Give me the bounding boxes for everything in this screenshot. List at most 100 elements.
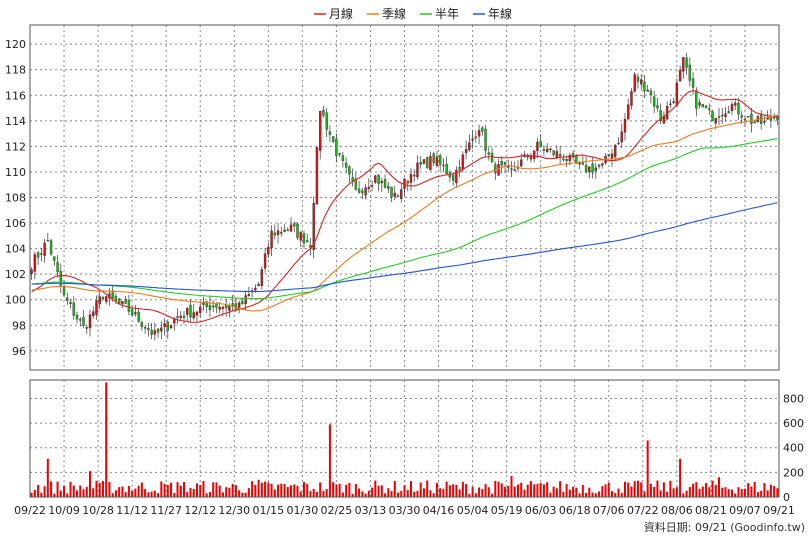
candle-body (205, 301, 208, 307)
candle-body (477, 130, 481, 137)
volume-bar (218, 485, 221, 497)
candle-body (202, 302, 205, 305)
volume-bar (290, 485, 293, 497)
candle-body (176, 316, 179, 318)
volume-bar (773, 486, 776, 497)
volume-bar (277, 484, 280, 497)
date-tick-label: 03/13 (355, 504, 387, 517)
candle-body (503, 162, 507, 165)
volume-bar (332, 482, 335, 497)
volume-bar (461, 481, 464, 497)
volume-bar (234, 485, 237, 497)
volume-bar (88, 471, 91, 497)
date-tick-label: 12/30 (218, 504, 250, 517)
volume-bar (319, 482, 322, 497)
volume-bar (747, 483, 750, 497)
data-date-caption: 資料日期: 09/21 (Goodinfo.tw) (644, 520, 805, 534)
candle-body (730, 104, 734, 112)
candle-body (542, 149, 546, 151)
volume-bar (212, 482, 215, 497)
volume-bar (585, 493, 588, 497)
date-tick-label: 09/21 (763, 504, 795, 517)
price-tick-label: 116 (5, 89, 26, 102)
volume-tick-label: 0 (783, 491, 790, 504)
date-axis-labels: 09/22 10/09 10/28 11/12 11/27 12/12 12/30 01/15… (14, 504, 795, 517)
candle-body (163, 323, 166, 328)
candle-body (413, 174, 416, 177)
candle-body (211, 305, 215, 308)
candle-body (549, 148, 552, 150)
candle-body (380, 180, 384, 184)
volume-tick-label: 400 (783, 442, 804, 455)
candle-body (228, 305, 231, 311)
volume-bar (552, 486, 555, 497)
candle-body (85, 327, 88, 329)
candle-body (43, 242, 46, 256)
volume-bar (685, 490, 688, 497)
price-tick-label: 100 (5, 294, 26, 307)
volume-bar (516, 484, 519, 497)
volume-bar (160, 481, 163, 497)
volume-bar (753, 481, 756, 497)
candle-body (322, 109, 325, 116)
candle-body (669, 103, 672, 105)
candle-body (558, 154, 562, 157)
volume-bar (533, 484, 536, 497)
volume-bar (221, 492, 224, 497)
price-axis-labels: 96 98 100 102 104 106 108 110 112 114 116 118 120 (5, 38, 26, 358)
date-tick-label: 07/06 (593, 504, 625, 517)
volume-bar (633, 481, 636, 497)
candle-body (451, 175, 455, 181)
volume-bar (85, 486, 88, 497)
volume-bar (426, 480, 429, 497)
volume-bar (769, 484, 772, 497)
candle-body (691, 78, 695, 88)
candle-body (95, 300, 98, 315)
candle-body (283, 229, 286, 233)
volume-bar (546, 482, 549, 497)
volume-bar (186, 492, 189, 497)
candle-body (597, 164, 601, 167)
candle-body (344, 162, 348, 168)
candle-body (72, 302, 75, 316)
candle-body (241, 301, 244, 305)
volume-tick-label: 200 (783, 466, 804, 479)
volume-bar (740, 489, 743, 497)
candle-body (199, 306, 202, 313)
volume-bar (695, 482, 698, 497)
volume-bar (500, 483, 503, 497)
volume-bar (617, 488, 620, 497)
volume-bar (163, 484, 166, 497)
candle-body (532, 150, 536, 160)
candle-body (254, 287, 257, 291)
volume-bar (737, 487, 740, 497)
volume-bar (471, 486, 474, 497)
candle-body (82, 316, 85, 326)
candle-body (484, 128, 487, 151)
candle-body (79, 318, 82, 321)
candle-body (555, 151, 559, 158)
volume-bar (646, 440, 649, 497)
volume-bar (63, 485, 66, 497)
candle-body (737, 102, 740, 115)
candle-body (370, 185, 374, 187)
volume-bar (183, 482, 186, 497)
volume-bar (384, 493, 387, 497)
candle-body (698, 102, 701, 106)
volume-bar (588, 487, 591, 497)
candle-body (66, 297, 69, 301)
candle-body (578, 162, 581, 165)
date-tick-label: 06/18 (559, 504, 591, 517)
volume-bar (121, 486, 124, 497)
volume-bar (296, 485, 299, 497)
volume-bar (692, 483, 695, 497)
candle-body (455, 169, 458, 184)
candle-body (623, 119, 627, 133)
date-tick-label: 10/28 (82, 504, 114, 517)
volume-bar (40, 492, 43, 497)
candle-body (435, 156, 439, 166)
volume-bar (705, 483, 708, 497)
volume-bar (374, 480, 377, 497)
volume-bar (468, 493, 471, 497)
candle-body (367, 186, 371, 189)
